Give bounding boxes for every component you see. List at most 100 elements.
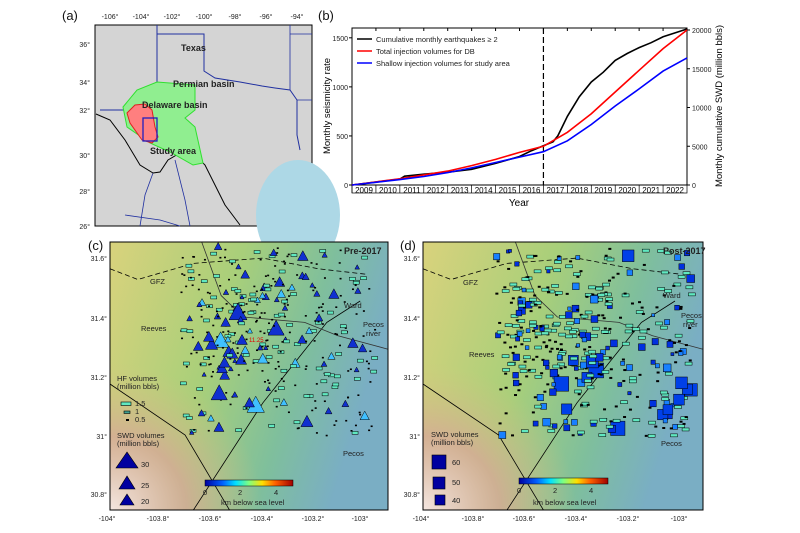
hf-well bbox=[206, 291, 209, 294]
hf-well bbox=[496, 260, 500, 263]
hf-well bbox=[271, 318, 274, 321]
hf-well bbox=[315, 311, 318, 314]
swd-well bbox=[354, 287, 362, 294]
swd-well bbox=[649, 400, 657, 408]
swd-well bbox=[186, 314, 193, 322]
swd-legend-unit: (million bbls) bbox=[117, 439, 160, 448]
swd-legend-value: 60 bbox=[452, 458, 460, 467]
hf-well bbox=[543, 328, 552, 333]
hf-well bbox=[541, 331, 549, 336]
hf-well bbox=[554, 260, 562, 264]
hf-well bbox=[354, 424, 357, 427]
hf-well bbox=[657, 249, 665, 253]
hf-well bbox=[245, 303, 248, 305]
hf-well bbox=[349, 368, 352, 371]
hf-well bbox=[280, 377, 283, 380]
panel-label: (c) bbox=[88, 238, 103, 253]
hf-well bbox=[290, 292, 297, 296]
swd-well bbox=[650, 359, 656, 365]
swd-legend-value: 40 bbox=[452, 496, 460, 505]
swd-legend-value: 20 bbox=[141, 497, 149, 506]
hf-well bbox=[546, 289, 555, 294]
hf-well bbox=[355, 313, 358, 315]
hf-well bbox=[670, 433, 678, 438]
hf-well bbox=[198, 274, 201, 276]
hf-well bbox=[518, 364, 527, 369]
swd-well bbox=[196, 301, 203, 307]
hf-well bbox=[368, 288, 371, 290]
hf-well bbox=[268, 322, 271, 325]
hf-well bbox=[620, 400, 628, 404]
lat-tick: 30.8° bbox=[404, 491, 421, 499]
hf-well bbox=[320, 379, 328, 384]
y-axis-label: Monthly seismicity rate bbox=[322, 58, 333, 154]
hf-well bbox=[245, 407, 248, 409]
swd-legend-square bbox=[432, 476, 446, 490]
year-label: 2020 bbox=[618, 186, 636, 195]
hf-well bbox=[679, 307, 683, 310]
swd-well bbox=[328, 288, 340, 299]
hf-well bbox=[545, 344, 549, 347]
hf-well bbox=[601, 370, 610, 374]
hf-well bbox=[586, 373, 595, 378]
swd-well bbox=[662, 404, 674, 415]
hf-well bbox=[555, 291, 563, 295]
hf-well bbox=[604, 302, 613, 306]
swd-well bbox=[552, 423, 558, 429]
hf-well bbox=[512, 286, 521, 291]
hf-well bbox=[574, 389, 582, 394]
label-pecos: Pecos bbox=[343, 449, 364, 458]
lat-tick: 30° bbox=[79, 152, 90, 160]
hf-well bbox=[541, 358, 545, 361]
hf-well bbox=[519, 369, 528, 373]
depth-colorbar bbox=[518, 477, 609, 485]
hf-well bbox=[283, 303, 286, 305]
hf-well bbox=[210, 375, 213, 378]
swd-well bbox=[675, 376, 688, 390]
hf-well bbox=[327, 310, 334, 315]
hf-well bbox=[526, 276, 530, 279]
swd-well bbox=[232, 358, 238, 363]
swd-well bbox=[324, 406, 333, 415]
swd-well bbox=[525, 328, 531, 333]
hf-well bbox=[272, 278, 275, 280]
swd-well bbox=[207, 414, 215, 422]
hf-well bbox=[242, 353, 250, 357]
hf-well bbox=[603, 327, 607, 330]
hf-well bbox=[315, 432, 318, 434]
hf-well bbox=[197, 288, 200, 291]
hf-well bbox=[332, 382, 340, 387]
hf-well bbox=[590, 377, 594, 380]
hf-well bbox=[599, 418, 607, 422]
swd-well bbox=[512, 353, 520, 361]
hf-well bbox=[526, 288, 534, 293]
hf-well bbox=[533, 396, 537, 399]
hf-well bbox=[673, 282, 682, 287]
swd-legend-square bbox=[431, 454, 447, 470]
hf-well bbox=[360, 276, 367, 280]
lon-tick: -103.4° bbox=[565, 515, 588, 523]
hf-well bbox=[565, 334, 573, 339]
hf-well bbox=[647, 434, 656, 438]
hf-well bbox=[191, 336, 194, 339]
hf-well bbox=[249, 292, 257, 297]
hf-well bbox=[588, 285, 596, 290]
hf-well bbox=[276, 252, 279, 254]
swd-well bbox=[359, 410, 370, 420]
hf-well bbox=[261, 370, 264, 372]
hf-well bbox=[183, 274, 186, 276]
swd-well bbox=[243, 396, 255, 408]
hf-well bbox=[635, 310, 644, 314]
hf-well bbox=[324, 372, 331, 376]
hf-well bbox=[374, 328, 377, 331]
hf-well bbox=[237, 374, 240, 376]
swd-well bbox=[617, 382, 623, 387]
hf-legend-swatch bbox=[123, 410, 131, 414]
hf-well bbox=[537, 285, 541, 288]
year-label: 2015 bbox=[499, 186, 517, 195]
hf-well bbox=[529, 320, 537, 325]
hf-well bbox=[668, 339, 672, 342]
hf-well bbox=[517, 319, 526, 323]
hf-well bbox=[571, 434, 575, 437]
hf-well bbox=[674, 405, 682, 409]
